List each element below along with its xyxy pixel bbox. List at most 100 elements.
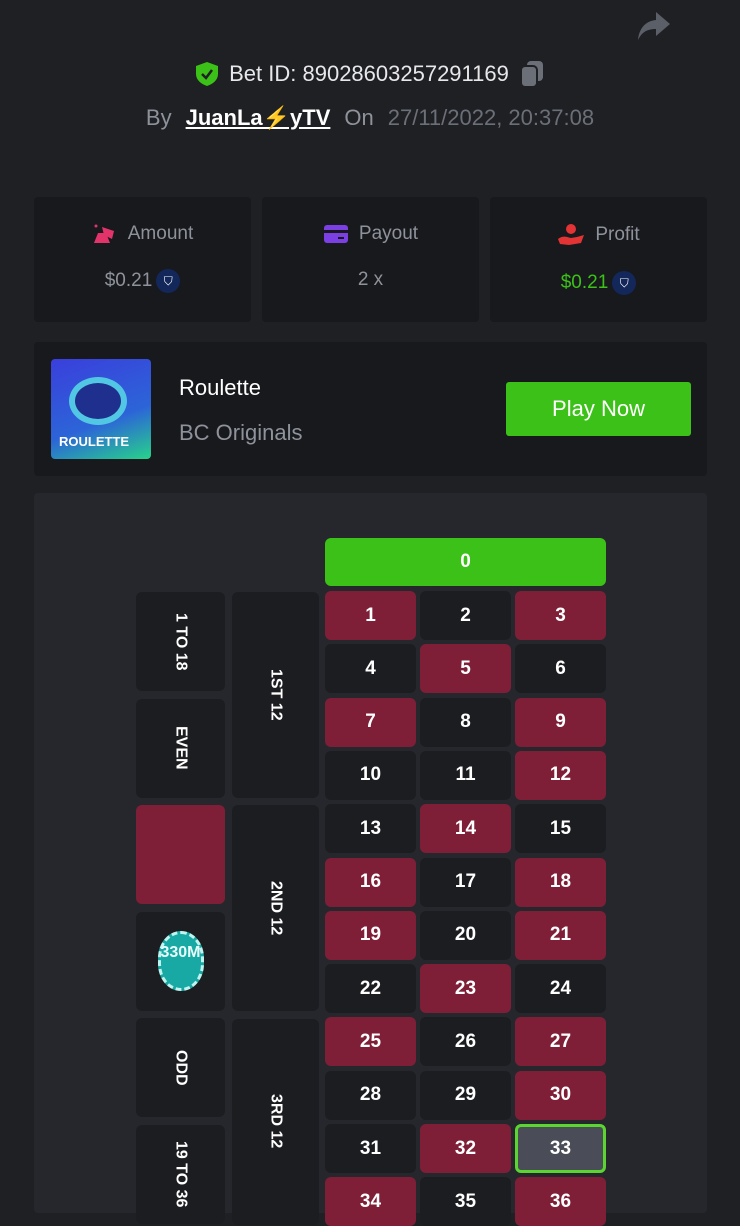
cell-label: 13 (359, 817, 382, 839)
cell-label: 3RD 12 (267, 1094, 285, 1149)
cell-label: 29 (454, 1084, 477, 1106)
number-25[interactable]: 25 (325, 1017, 416, 1067)
number-23[interactable]: 23 (420, 964, 511, 1014)
number-5[interactable]: 5 (420, 644, 511, 694)
number-1[interactable]: 1 (325, 591, 416, 640)
share-icon (638, 12, 670, 40)
dozen-3[interactable]: 3RD 12 (232, 1018, 319, 1225)
cell-label: 19 (359, 924, 382, 946)
cell-label: 34 (359, 1190, 382, 1212)
number-28[interactable]: 28 (325, 1070, 416, 1120)
bet-byline: By JuanLa⚡yTV On 27/11/2022, 20:37:08 (0, 105, 740, 131)
cell-label: 1 TO 18 (172, 612, 190, 671)
copy-icon[interactable] (519, 60, 545, 88)
payout-card-icon (323, 225, 348, 243)
cell-label: 1 (365, 604, 376, 626)
number-2[interactable]: 2 (420, 591, 511, 640)
cell-label: ODD (172, 1050, 190, 1086)
number-0[interactable]: 0 (325, 538, 606, 586)
number-17[interactable]: 17 (420, 857, 511, 907)
number-16[interactable]: 16 (325, 857, 416, 907)
stat-label: Profit (595, 224, 640, 245)
stat-payout: Payout 2 x (262, 197, 479, 322)
cell-label: 4 (365, 657, 376, 679)
chip-label: 330M (160, 944, 201, 962)
number-9[interactable]: 9 (515, 697, 606, 747)
bet-odd[interactable]: ODD (136, 1018, 225, 1118)
dozen-2[interactable]: 2ND 12 (232, 805, 319, 1012)
share-button[interactable] (636, 10, 672, 42)
bet-even[interactable]: EVEN (136, 698, 225, 798)
cell-label: 3 (555, 604, 566, 626)
profit-hand-icon (558, 224, 585, 245)
number-22[interactable]: 22 (325, 964, 416, 1014)
number-7[interactable]: 7 (325, 697, 416, 747)
number-35[interactable]: 35 (420, 1177, 511, 1226)
play-now-button[interactable]: Play Now (506, 382, 691, 436)
number-11[interactable]: 11 (420, 750, 511, 800)
number-19[interactable]: 19 (325, 910, 416, 960)
cell-label: 14 (454, 817, 477, 839)
cell-label: 22 (359, 977, 382, 999)
bet-1-to-18[interactable]: 1 TO 18 (136, 592, 225, 691)
number-26[interactable]: 26 (420, 1017, 511, 1067)
bet-id-row: Bet ID: 89028603257291169 (0, 60, 740, 88)
cell-label: 33 (549, 1137, 572, 1159)
number-12[interactable]: 12 (515, 750, 606, 800)
number-30[interactable]: 30 (515, 1070, 606, 1120)
number-6[interactable]: 6 (515, 644, 606, 694)
game-provider: BC Originals (179, 420, 303, 445)
number-3[interactable]: 3 (515, 591, 606, 640)
cell-label: 27 (549, 1030, 572, 1052)
cell-label: 7 (365, 711, 376, 733)
cell-label: 1ST 12 (267, 669, 285, 721)
cell-label: 26 (454, 1030, 477, 1052)
cell-label: 36 (549, 1190, 572, 1212)
amount-value: $0.21 (104, 270, 153, 291)
dozen-1[interactable]: 1ST 12 (232, 592, 319, 798)
number-14[interactable]: 14 (420, 804, 511, 854)
payout-value: 2 x (357, 269, 384, 290)
number-8[interactable]: 8 (420, 697, 511, 747)
game-name: Roulette (179, 375, 261, 400)
cell-label: 8 (460, 711, 471, 733)
cell-label: 21 (549, 924, 572, 946)
cell-label: 17 (454, 871, 477, 892)
cell-label: 2ND 12 (267, 881, 285, 936)
by-label: By (145, 105, 172, 130)
number-24[interactable]: 24 (515, 964, 606, 1014)
cell-label: 10 (359, 764, 382, 786)
number-15[interactable]: 15 (515, 804, 606, 854)
profit-value: $0.21 (560, 272, 609, 293)
number-29[interactable]: 29 (420, 1070, 511, 1120)
number-13[interactable]: 13 (325, 804, 416, 854)
amount-icon (93, 224, 114, 243)
number-4[interactable]: 4 (325, 644, 416, 694)
number-33[interactable]: 33 (515, 1124, 606, 1173)
number-21[interactable]: 21 (515, 910, 606, 960)
game-thumbnail[interactable]: ROULETTE (51, 359, 151, 459)
cell-label: 9 (555, 711, 566, 733)
cell-label: 16 (359, 871, 382, 892)
username-link[interactable]: JuanLa⚡yTV (185, 105, 331, 130)
bet-id: Bet ID: 89028603257291169 (229, 61, 509, 86)
cell-label: 0 (460, 551, 471, 572)
cell-label: 30 (549, 1084, 572, 1106)
number-27[interactable]: 27 (515, 1017, 606, 1067)
bet-red[interactable] (136, 805, 225, 905)
number-36[interactable]: 36 (515, 1177, 606, 1226)
stat-label: Payout (358, 223, 419, 244)
number-32[interactable]: 32 (420, 1124, 511, 1173)
number-10[interactable]: 10 (325, 750, 416, 800)
number-18[interactable]: 18 (515, 857, 606, 907)
number-34[interactable]: 34 (325, 1177, 416, 1226)
number-20[interactable]: 20 (420, 910, 511, 960)
number-31[interactable]: 31 (325, 1124, 416, 1173)
cell-label: 19 TO 36 (172, 1141, 190, 1208)
cell-label: 11 (455, 764, 476, 786)
cell-label: 5 (460, 657, 471, 679)
cell-label: 23 (454, 977, 477, 999)
thumbnail-text: ROULETTE (59, 434, 130, 449)
bet-black[interactable]: 330M (136, 911, 225, 1011)
bet-19-to-36[interactable]: 19 TO 36 (136, 1125, 225, 1224)
